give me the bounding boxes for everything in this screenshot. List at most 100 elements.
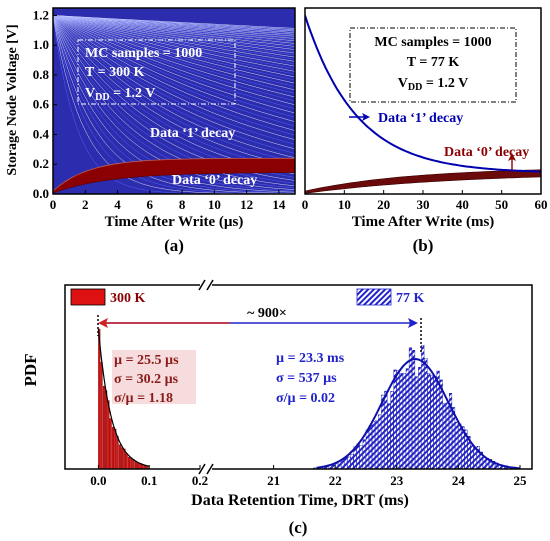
- stats-77k-sigma: σ = 537 µs: [276, 371, 337, 386]
- histogram-bar-77k: [365, 429, 369, 470]
- data1-decay-curve: [53, 15, 295, 54]
- histogram-bar-77k: [384, 390, 388, 470]
- histogram-bar-77k: [424, 358, 428, 470]
- histogram-bar-77k: [482, 457, 486, 470]
- panel-a-x-tick-label: 6: [147, 197, 154, 212]
- data1-decay-curve: [53, 15, 295, 64]
- histogram-bar-300k: [105, 390, 108, 470]
- panel-a-mc-samples: MC samples = 1000: [85, 46, 202, 61]
- data1-decay-curve: [53, 15, 295, 94]
- panel-a-x-tick-label: 14: [272, 197, 286, 212]
- panel-b-data1-label: Data ‘1’ decay: [378, 111, 463, 126]
- panel-b-data1-curve: [305, 15, 541, 173]
- stats-300k-bg: [112, 350, 196, 404]
- panel-a-data1-label: Data ‘1’ decay: [150, 126, 235, 141]
- histogram-bar-77k: [387, 403, 391, 470]
- histogram-bar-77k: [393, 369, 397, 470]
- data1-decay-curve: [53, 15, 295, 145]
- histogram-bar-77k: [350, 454, 354, 470]
- panel-b-x-tick-label: 20: [377, 197, 390, 212]
- data1-decay-curve: [53, 15, 295, 110]
- panel-a-data0-label: Data ‘0’ decay: [172, 173, 257, 188]
- panel-c-x-tick-label: 24: [452, 473, 466, 488]
- histogram-bar-77k: [362, 439, 366, 470]
- panel-a-x-tick-label: 8: [179, 197, 186, 212]
- legend-300k-label: 300 K: [110, 291, 146, 306]
- panel-b-caption: (b): [413, 236, 434, 255]
- histogram-bar-77k: [470, 445, 474, 470]
- axis-break-bottom-right: [206, 463, 214, 475]
- panel-a-frame: [52, 7, 296, 195]
- histogram-bar-300k: [107, 400, 110, 470]
- stats-300k-mu: µ = 25.5 µs: [114, 353, 179, 368]
- panel-a-y-tick-label: 1.2: [33, 7, 49, 22]
- panel-c-x-tick-label: 21: [267, 473, 280, 488]
- data1-decay-curve: [53, 15, 295, 42]
- histogram-bar-300k: [118, 444, 121, 470]
- panel-b-x-label: Time After Write (ms): [352, 214, 495, 230]
- data1-decay-curve: [53, 15, 295, 75]
- data1-decay-curve: [53, 15, 295, 84]
- data1-decay-curve: [53, 15, 295, 49]
- ratio-arrowhead-right: [408, 318, 418, 328]
- histogram-bar-77k: [375, 420, 379, 470]
- stats-77k-mu: µ = 23.3 ms: [276, 351, 345, 366]
- panel-a-y-tick-label: 0.8: [33, 67, 50, 82]
- axis-break-bottom-left: [198, 463, 206, 475]
- panel-a-y-tick-label: 0.4: [33, 126, 50, 141]
- data1-decay-curve: [53, 15, 295, 136]
- panel-a-y-tick-label: 1.0: [33, 37, 49, 52]
- histogram-bar-77k: [378, 414, 382, 470]
- histogram-bar-300k: [121, 447, 124, 470]
- data1-decay-curve: [53, 15, 295, 69]
- panel-b-data0-arrowhead: [508, 153, 516, 161]
- legend-77k-label: 77 K: [396, 291, 425, 306]
- data1-decay-curve: [53, 15, 295, 167]
- data1-decay-curve: [53, 15, 295, 154]
- histogram-bar-77k: [390, 391, 394, 470]
- histogram-bar-300k: [111, 426, 114, 470]
- data1-decay-curve: [53, 15, 295, 81]
- panel-b-annotation-box: [349, 27, 517, 103]
- panel-b-data0-band: [305, 169, 541, 194]
- panel-c-x-tick-label: 25: [514, 473, 528, 488]
- histogram-bar-300k: [127, 456, 131, 470]
- histogram-bar-300k: [100, 362, 103, 470]
- fit-curve-77k: [316, 357, 521, 470]
- data1-decay-curve: [53, 15, 295, 52]
- histogram-bar-77k: [347, 456, 351, 470]
- panel-a-caption: (a): [164, 236, 184, 255]
- data1-decay-curve: [53, 15, 295, 140]
- panel-c-x-tick-label: 0.1: [141, 473, 157, 488]
- stats-77k-ratio: σ/µ = 0.02: [276, 391, 335, 406]
- panel-a: 0 2 4 6 8 10 12 14 0.0 0.2 0.4 0.6 0.8 1.0 1.2 Time A…: [5, 7, 296, 255]
- histogram-bar-77k: [405, 368, 409, 470]
- data1-decay-curve: [53, 15, 295, 60]
- histogram-bar-77k: [433, 376, 437, 470]
- data1-decay-curve: [53, 15, 295, 194]
- histogram-bar-77k: [458, 423, 462, 470]
- panel-a-y-tick-label: 0.6: [33, 97, 50, 112]
- histogram-bar-300k: [109, 418, 112, 470]
- panel-a-x-tick-label: 10: [208, 197, 221, 212]
- panel-a-x-tick-label: 2: [82, 197, 89, 212]
- histogram-bar-77k: [359, 445, 363, 470]
- data1-decay-curve: [53, 15, 295, 58]
- panel-b-x-axis: 0 10 20 30 40 50 60: [302, 190, 548, 212]
- axis-break-top-right: [206, 279, 214, 291]
- data1-decay-curve: [53, 15, 295, 122]
- data1-decay-curve: [53, 15, 295, 102]
- histogram-bar-77k: [418, 367, 422, 470]
- data1-decay-curve: [53, 15, 295, 87]
- histogram-bar-300k: [130, 457, 133, 470]
- histogram-bar-300k: [98, 328, 101, 470]
- data1-decay-curve: [53, 15, 295, 181]
- histogram-bar-300k: [114, 428, 117, 470]
- data1-decay-curve: [53, 15, 295, 187]
- fit-curve-300k: [97, 328, 150, 467]
- panel-c: 0.0 0.1 0.2 21 22 23 24 25 Data Retention Time,…: [21, 279, 533, 537]
- ratio-label: ~ 900×: [247, 306, 287, 321]
- panel-b: 0 10 20 30 40 50 60 Time After Write (ms) (b) …: [302, 7, 548, 255]
- panel-b-x-tick-label: 40: [456, 197, 469, 212]
